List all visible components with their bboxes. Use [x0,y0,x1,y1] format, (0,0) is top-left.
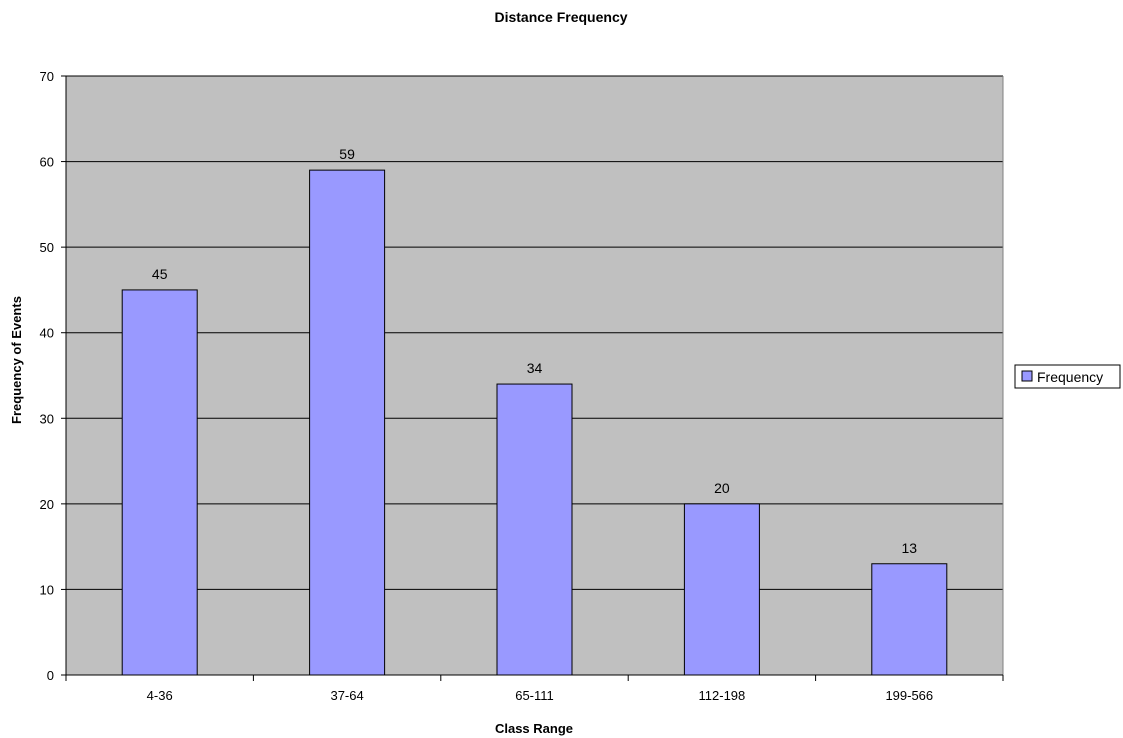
y-tick-label: 70 [40,69,54,84]
y-tick-label: 60 [40,155,54,170]
y-axis-title: Frequency of Events [9,296,24,424]
x-tick-label: 112-198 [699,688,746,703]
y-tick-label: 10 [40,582,54,597]
x-tick-label: 199-566 [885,688,933,703]
y-tick-label: 0 [47,668,54,683]
bar [683,503,760,676]
x-tick-label: 4-36 [147,688,173,703]
data-label: 34 [527,360,543,376]
data-label: 59 [339,146,355,162]
data-label: 20 [714,480,730,496]
x-tick-label: 37-64 [330,688,363,703]
plot-area: 0 10 20 30 40 50 60 70 45 4-36 59 37-64 34 65-111 20 11… [40,69,1004,703]
y-tick-label: 20 [40,497,54,512]
chart-title: Distance Frequency [494,9,627,25]
legend-swatch [1021,370,1033,382]
bar [309,169,386,676]
legend-label-frequency: Frequency [1037,369,1103,385]
x-axis-title: Class Range [495,721,573,736]
bar [871,563,948,676]
bar [121,289,198,676]
data-label: 13 [902,540,918,556]
bar [496,383,573,676]
x-tick-label: 65-111 [515,688,554,703]
legend: Frequency [1014,364,1121,389]
y-tick-label: 50 [40,240,54,255]
y-tick-label: 30 [40,411,54,426]
y-tick-label: 40 [40,326,54,341]
data-label: 45 [152,266,168,282]
legend-box [1014,364,1121,389]
